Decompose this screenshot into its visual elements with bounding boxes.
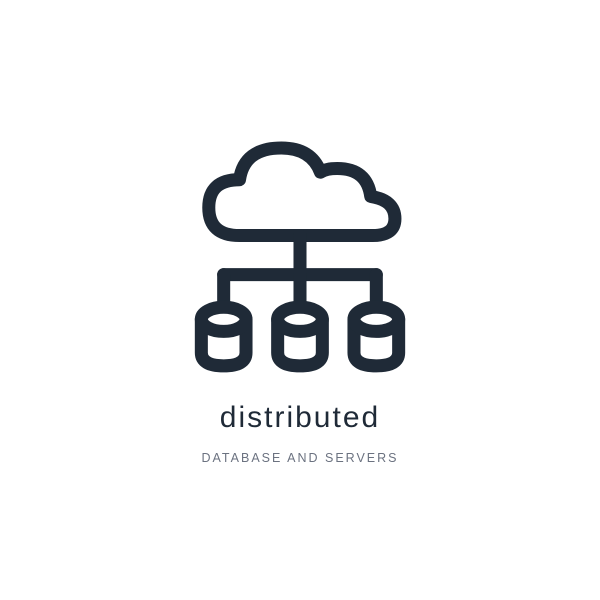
distributed-cloud-db-icon [160, 135, 440, 377]
icon-title: distributed [220, 401, 380, 435]
icon-card: distributed DATABASE AND SERVERS [160, 135, 440, 465]
icon-collection-label: DATABASE AND SERVERS [202, 451, 399, 465]
